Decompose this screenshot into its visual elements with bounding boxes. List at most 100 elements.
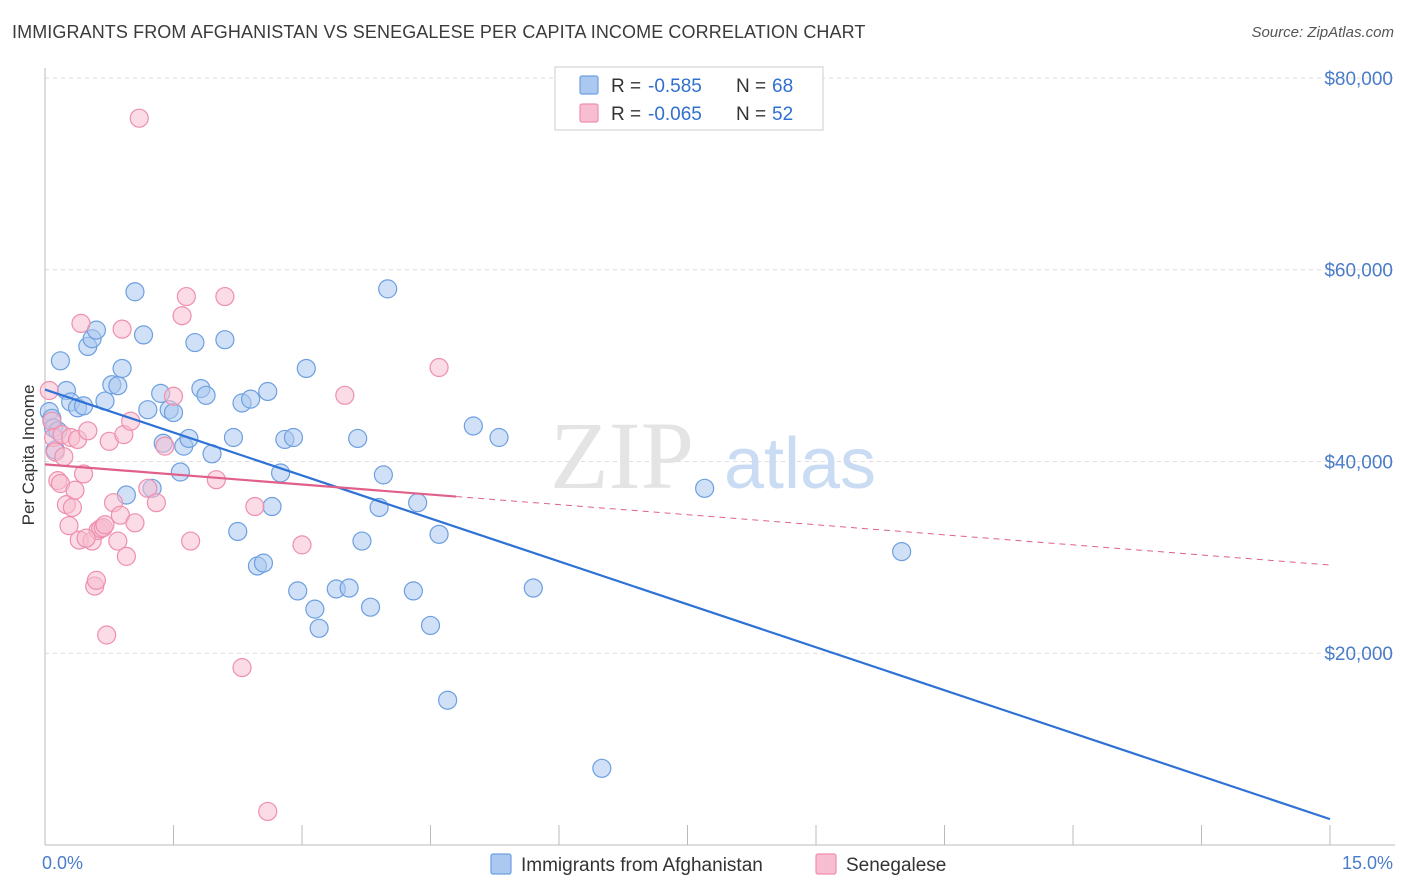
point-blue-46 <box>305 599 325 619</box>
trend-lines <box>44 388 1331 821</box>
point-blue-15 <box>112 358 132 379</box>
point-pink-20 <box>86 570 107 590</box>
point-blue-58 <box>420 615 441 636</box>
point-blue-49 <box>339 578 359 598</box>
point-blue-66 <box>892 541 912 562</box>
point-blue-25 <box>170 462 190 482</box>
point-blue-60 <box>438 690 458 710</box>
point-pink-45 <box>232 658 252 678</box>
point-blue-63 <box>523 578 543 598</box>
point-pink-9 <box>59 516 79 536</box>
point-blue-47 <box>309 618 329 638</box>
x-tick-label-max: 15.0% <box>1342 853 1393 873</box>
legend-r-value-pink: -0.065 <box>648 104 702 125</box>
point-blue-24 <box>163 402 184 423</box>
point-blue-40 <box>262 496 282 517</box>
point-pink-28 <box>108 531 128 551</box>
point-blue-38 <box>253 553 274 573</box>
point-pink-25 <box>97 625 117 645</box>
point-pink-39 <box>163 386 184 406</box>
point-pink-42 <box>181 531 201 551</box>
point-pink-30 <box>112 319 132 339</box>
legend-r-label-blue: R = <box>611 76 641 97</box>
point-pink-47 <box>258 801 278 822</box>
trend-line-pink <box>44 463 457 498</box>
point-pink-38 <box>155 436 175 456</box>
y-tick-label-0: $20,000 <box>1324 644 1393 665</box>
x-tick-label-min: 0.0% <box>42 853 83 873</box>
point-pink-36 <box>138 478 158 498</box>
bottom-legend-swatch-blue <box>490 853 512 875</box>
y-axis-label: Per Capita Income <box>19 385 38 526</box>
point-pink-12 <box>65 480 85 500</box>
point-blue-59 <box>429 524 449 544</box>
data-points <box>39 108 912 822</box>
legend-swatch-blue <box>579 75 599 95</box>
bottom-legend-label-blue: Immigrants from Afghanistan <box>521 855 763 876</box>
point-blue-39 <box>258 381 278 402</box>
point-pink-17 <box>78 421 98 441</box>
watermark-zip: ZIP <box>550 402 694 509</box>
legend-stats: R = -0.585 N = 68 R = -0.065 N = 52 <box>554 66 824 131</box>
point-blue-17 <box>125 282 145 302</box>
point-blue-18 <box>133 325 154 345</box>
point-blue-62 <box>489 427 509 448</box>
legend-box <box>554 66 824 131</box>
grid-lines <box>45 77 1395 654</box>
point-pink-44 <box>215 286 235 307</box>
point-pink-24 <box>95 515 115 535</box>
legend-r-label-pink: R = <box>611 104 641 125</box>
point-blue-50 <box>348 428 368 449</box>
legend-n-value-pink: 52 <box>772 104 793 125</box>
point-blue-30 <box>196 385 216 405</box>
point-blue-4 <box>50 351 71 371</box>
legend-series: Immigrants from Afghanistan Senegalese <box>490 853 946 876</box>
point-blue-34 <box>228 521 248 542</box>
point-blue-33 <box>223 427 244 448</box>
point-blue-64 <box>592 758 612 778</box>
point-blue-52 <box>360 597 381 617</box>
point-pink-7 <box>54 447 74 467</box>
point-pink-48 <box>292 535 312 555</box>
point-blue-57 <box>408 493 428 513</box>
point-pink-41 <box>176 286 196 307</box>
y-tick-labels: $20,000 $40,000 $60,000 $80,000 <box>1324 69 1393 665</box>
watermark: ZIP atlas <box>550 402 876 509</box>
point-blue-32 <box>215 330 235 350</box>
point-blue-45 <box>296 358 316 379</box>
point-pink-46 <box>245 496 265 517</box>
legend-n-label-pink: N = <box>736 104 766 125</box>
point-pink-43 <box>206 470 226 490</box>
y-tick-label-2: $60,000 <box>1324 261 1393 282</box>
legend-swatch-pink <box>579 103 599 123</box>
point-blue-65 <box>695 478 715 498</box>
point-blue-56 <box>403 581 423 601</box>
point-blue-28 <box>185 332 205 353</box>
point-pink-37 <box>146 493 166 513</box>
point-blue-14 <box>108 376 128 396</box>
bottom-legend-swatch-pink <box>815 853 837 875</box>
point-pink-11 <box>62 497 83 518</box>
watermark-atlas: atlas <box>724 424 876 504</box>
point-blue-61 <box>463 416 483 436</box>
point-blue-19 <box>138 400 158 420</box>
legend-n-label-blue: N = <box>736 76 766 97</box>
x-tick-labels: 0.0% 15.0% <box>42 853 1393 873</box>
point-blue-36 <box>241 389 261 409</box>
point-blue-43 <box>283 427 304 448</box>
point-pink-35 <box>129 108 149 128</box>
legend-n-value-blue: 68 <box>772 76 793 97</box>
legend-r-value-blue: -0.585 <box>648 76 702 97</box>
point-pink-15 <box>71 313 91 333</box>
y-tick-label-3: $80,000 <box>1324 69 1393 90</box>
chart-title: IMMIGRANTS FROM AFGHANISTAN VS SENEGALES… <box>12 22 866 42</box>
point-blue-51 <box>352 531 372 551</box>
source-label: Source: ZipAtlas.com <box>1251 24 1394 41</box>
point-pink-32 <box>116 546 136 566</box>
point-blue-54 <box>373 465 393 485</box>
point-pink-50 <box>429 357 449 378</box>
point-pink-16 <box>73 464 94 484</box>
y-tick-label-1: $40,000 <box>1324 452 1393 473</box>
point-pink-51 <box>76 528 96 548</box>
